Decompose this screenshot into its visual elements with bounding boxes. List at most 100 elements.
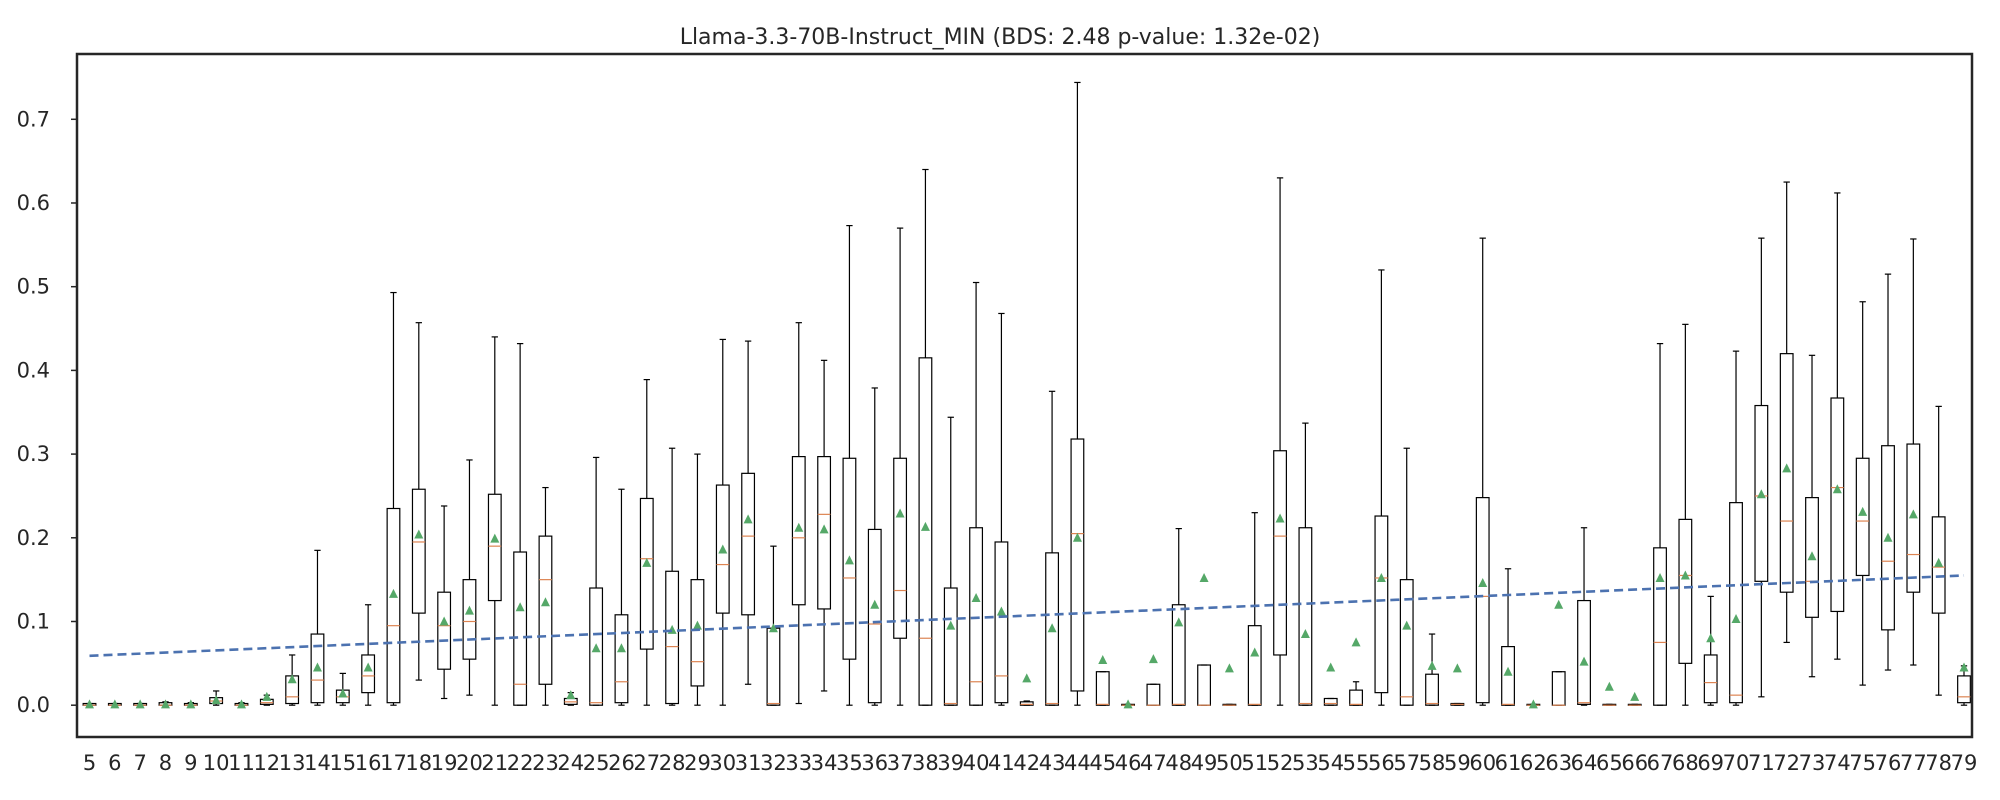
mean-marker bbox=[1123, 699, 1133, 709]
x-tick-label: 12 bbox=[253, 751, 280, 775]
x-tick-label: 60 bbox=[1469, 751, 1496, 775]
mean-marker bbox=[262, 691, 272, 701]
box bbox=[1855, 457, 1870, 577]
x-tick-label: 77 bbox=[1900, 751, 1927, 775]
x-tick-label: 11 bbox=[228, 751, 255, 775]
mean-marker bbox=[1098, 654, 1108, 664]
box bbox=[1045, 552, 1060, 706]
box bbox=[1095, 671, 1110, 706]
mean-marker bbox=[1326, 662, 1336, 672]
box bbox=[1906, 443, 1921, 593]
mean-marker bbox=[1452, 663, 1462, 673]
x-tick-label: 68 bbox=[1672, 751, 1699, 775]
mean-marker bbox=[1478, 577, 1488, 587]
mean-marker bbox=[110, 699, 120, 709]
box bbox=[715, 484, 730, 614]
mean-marker bbox=[1680, 570, 1690, 580]
x-tick-label: 7 bbox=[133, 751, 146, 775]
y-tick-label: 0.3 bbox=[17, 442, 50, 466]
box bbox=[1957, 675, 1971, 704]
x-tick-label: 5 bbox=[83, 751, 96, 775]
x-tick-label: 30 bbox=[709, 751, 736, 775]
mean-marker bbox=[1351, 637, 1361, 647]
box bbox=[1247, 625, 1262, 706]
mean-marker bbox=[186, 699, 196, 709]
x-tick-label: 21 bbox=[481, 751, 508, 775]
x-tick-label: 71 bbox=[1748, 751, 1775, 775]
x-tick-label: 42 bbox=[1013, 751, 1040, 775]
mean-marker bbox=[464, 605, 474, 615]
mean-marker bbox=[1022, 673, 1032, 683]
mean-marker bbox=[1883, 532, 1893, 542]
box bbox=[690, 579, 705, 687]
mean-marker bbox=[135, 699, 145, 709]
mean-marker bbox=[1275, 513, 1285, 523]
trend-line bbox=[89, 574, 1965, 658]
mean-marker bbox=[287, 674, 297, 684]
box bbox=[462, 579, 477, 660]
mean-marker bbox=[490, 533, 500, 543]
box bbox=[893, 457, 908, 639]
box bbox=[1399, 579, 1414, 706]
x-tick-label: 74 bbox=[1824, 751, 1851, 775]
x-tick-label: 36 bbox=[861, 751, 888, 775]
mean-marker bbox=[996, 606, 1006, 616]
y-tick-label: 0.1 bbox=[17, 609, 50, 633]
x-tick-label: 19 bbox=[431, 751, 458, 775]
mean-marker bbox=[1858, 506, 1868, 516]
x-tick-label: 38 bbox=[912, 751, 939, 775]
mean-marker bbox=[1174, 617, 1184, 627]
x-tick-label: 37 bbox=[887, 751, 914, 775]
mean-marker bbox=[768, 623, 778, 633]
mean-marker bbox=[1300, 629, 1310, 639]
box bbox=[310, 633, 325, 704]
x-tick-label: 31 bbox=[735, 751, 762, 775]
box bbox=[918, 357, 933, 706]
x-tick-label: 14 bbox=[304, 751, 331, 775]
x-tick-label: 24 bbox=[557, 751, 584, 775]
x-tick-label: 64 bbox=[1571, 751, 1598, 775]
box bbox=[1805, 497, 1819, 618]
x-tick-label: 39 bbox=[937, 751, 964, 775]
x-tick-label: 76 bbox=[1875, 751, 1902, 775]
x-tick-label: 10 bbox=[203, 751, 230, 775]
mean-marker bbox=[414, 529, 424, 539]
box bbox=[1577, 599, 1591, 705]
x-tick-label: 41 bbox=[988, 751, 1015, 775]
mean-marker bbox=[616, 643, 626, 653]
mean-marker bbox=[844, 555, 854, 565]
mean-marker bbox=[515, 602, 525, 612]
x-tick-label: 13 bbox=[279, 751, 306, 775]
x-tick-label: 8 bbox=[159, 751, 172, 775]
box bbox=[1754, 404, 1769, 582]
x-tick-label: 61 bbox=[1495, 751, 1522, 775]
y-tick-label: 0.7 bbox=[17, 107, 50, 131]
x-tick-label: 27 bbox=[633, 751, 660, 775]
box bbox=[1678, 518, 1693, 664]
box bbox=[639, 497, 654, 650]
x-tick-label: 45 bbox=[1089, 751, 1116, 775]
y-tick-label: 0.2 bbox=[17, 526, 50, 550]
mean-marker bbox=[1908, 509, 1918, 519]
x-tick-label: 56 bbox=[1368, 751, 1395, 775]
mean-marker bbox=[160, 699, 170, 709]
mean-marker bbox=[1604, 681, 1614, 691]
box bbox=[1323, 697, 1338, 706]
mean-marker bbox=[946, 620, 956, 630]
box bbox=[867, 528, 882, 704]
box bbox=[1475, 497, 1490, 704]
x-tick-label: 63 bbox=[1545, 751, 1572, 775]
mean-marker bbox=[1376, 572, 1386, 582]
mean-marker bbox=[1427, 660, 1437, 670]
box bbox=[766, 627, 781, 706]
box bbox=[1197, 664, 1212, 706]
x-tick-label: 46 bbox=[1115, 751, 1142, 775]
mean-marker bbox=[540, 597, 550, 607]
box bbox=[1830, 397, 1845, 613]
mean-marker bbox=[1554, 599, 1564, 609]
x-tick-label: 6 bbox=[108, 751, 121, 775]
x-tick-label: 66 bbox=[1621, 751, 1648, 775]
box bbox=[1298, 527, 1313, 706]
x-tick-label: 70 bbox=[1723, 751, 1750, 775]
box bbox=[741, 472, 756, 616]
